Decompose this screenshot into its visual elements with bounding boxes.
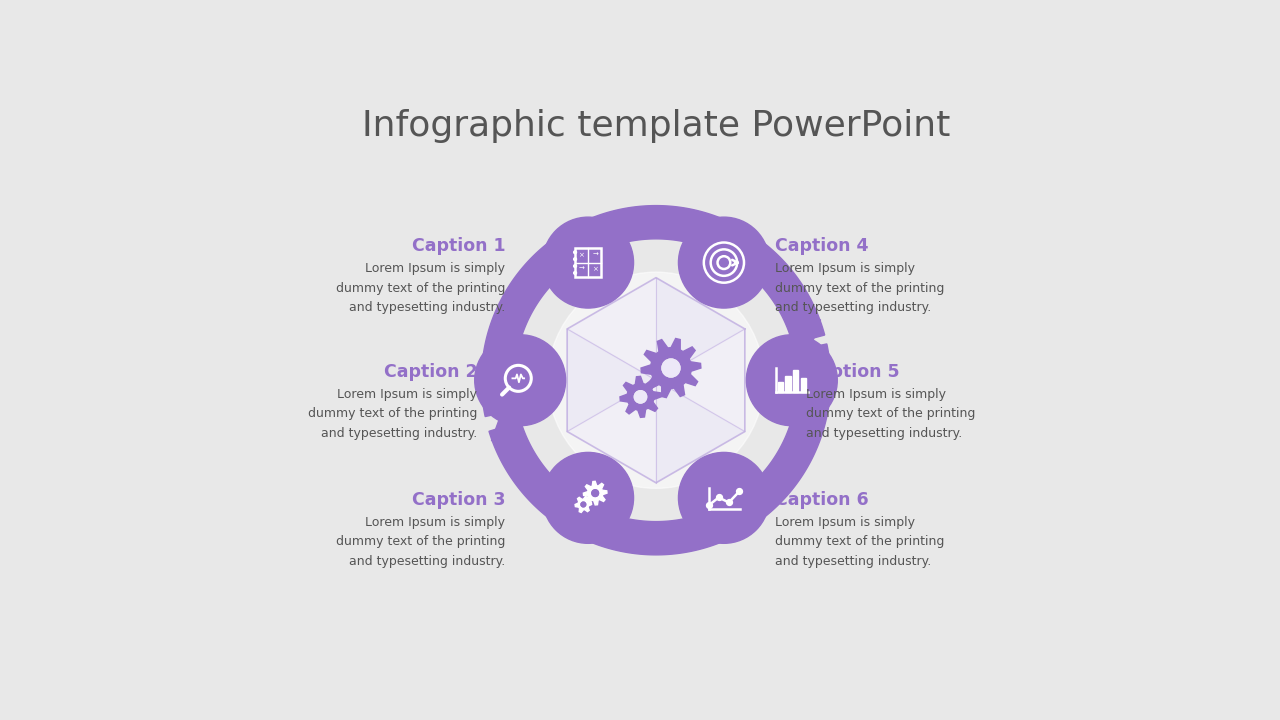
Polygon shape	[584, 481, 607, 505]
Point	[718, 497, 739, 508]
Bar	[800, 378, 806, 392]
Circle shape	[591, 490, 599, 497]
Text: Lorem Ipsum is simply
dummy text of the printing
and typesetting industry.: Lorem Ipsum is simply dummy text of the …	[335, 516, 506, 567]
Text: Caption 2: Caption 2	[384, 364, 477, 382]
Polygon shape	[489, 344, 831, 555]
Text: Caption 6: Caption 6	[776, 491, 869, 509]
Circle shape	[662, 359, 680, 377]
Bar	[792, 369, 799, 392]
Point	[730, 486, 750, 498]
Text: Lorem Ipsum is simply
dummy text of the printing
and typesetting industry.: Lorem Ipsum is simply dummy text of the …	[776, 262, 945, 314]
Text: Caption 5: Caption 5	[805, 364, 900, 382]
Text: Lorem Ipsum is simply
dummy text of the printing
and typesetting industry.: Lorem Ipsum is simply dummy text of the …	[805, 388, 975, 440]
Circle shape	[475, 335, 566, 426]
Polygon shape	[481, 206, 824, 417]
Circle shape	[548, 272, 764, 488]
Circle shape	[573, 265, 576, 267]
Circle shape	[573, 251, 576, 253]
Polygon shape	[567, 329, 657, 431]
Circle shape	[662, 359, 680, 377]
Text: →: →	[593, 252, 598, 258]
Bar	[785, 376, 791, 392]
Text: →: →	[579, 266, 584, 272]
Polygon shape	[492, 413, 522, 441]
Polygon shape	[620, 377, 660, 418]
Point	[699, 500, 719, 511]
Polygon shape	[655, 380, 745, 483]
Circle shape	[678, 217, 769, 308]
Circle shape	[581, 502, 586, 507]
Text: ×: ×	[579, 252, 584, 258]
Circle shape	[591, 490, 599, 497]
Circle shape	[543, 452, 634, 544]
Text: Infographic template PowerPoint: Infographic template PowerPoint	[362, 109, 950, 143]
Polygon shape	[575, 497, 591, 513]
Circle shape	[543, 217, 634, 308]
Circle shape	[635, 391, 646, 403]
Polygon shape	[567, 380, 657, 483]
Text: Caption 3: Caption 3	[412, 491, 506, 509]
Circle shape	[581, 502, 586, 507]
Circle shape	[573, 258, 576, 261]
Polygon shape	[641, 338, 701, 397]
Text: ×: ×	[593, 266, 598, 272]
Circle shape	[746, 335, 837, 426]
Circle shape	[635, 391, 646, 403]
Text: Caption 1: Caption 1	[412, 238, 506, 256]
Text: Caption 4: Caption 4	[776, 238, 869, 256]
Bar	[777, 382, 783, 392]
Text: Lorem Ipsum is simply
dummy text of the printing
and typesetting industry.: Lorem Ipsum is simply dummy text of the …	[776, 516, 945, 567]
Text: Lorem Ipsum is simply
dummy text of the printing
and typesetting industry.: Lorem Ipsum is simply dummy text of the …	[335, 262, 506, 314]
Circle shape	[573, 271, 576, 274]
Point	[708, 492, 728, 503]
Polygon shape	[567, 278, 657, 380]
Polygon shape	[657, 278, 745, 380]
Text: Lorem Ipsum is simply
dummy text of the printing
and typesetting industry.: Lorem Ipsum is simply dummy text of the …	[308, 388, 477, 440]
Polygon shape	[790, 320, 820, 347]
Circle shape	[678, 452, 769, 544]
Polygon shape	[657, 329, 745, 431]
